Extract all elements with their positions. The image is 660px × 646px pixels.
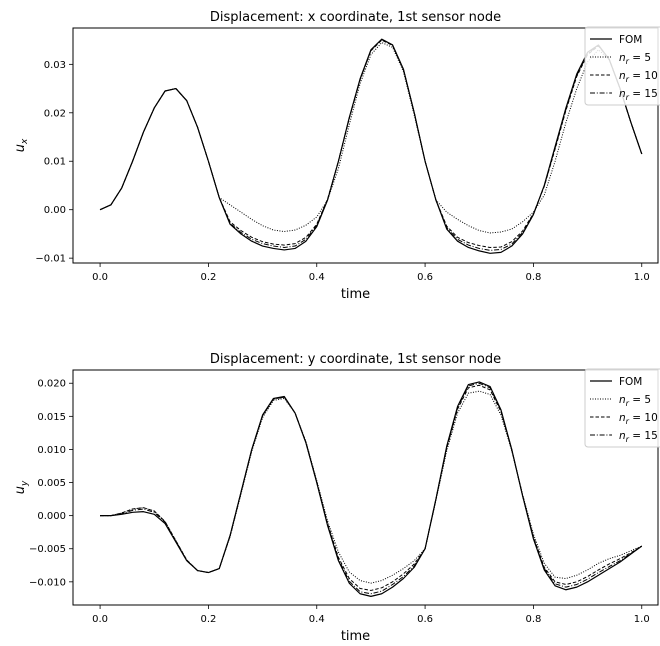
legend-entry-suffix: = 10 — [629, 70, 658, 82]
y-axis-label: uy — [13, 480, 30, 494]
x-tick-label: 0.4 — [309, 614, 325, 625]
series-line-nr-5 — [100, 390, 642, 584]
y-axis-label-main: u — [13, 144, 28, 152]
x-tick-label: 0.0 — [92, 272, 108, 283]
series-line-fom — [99, 38, 643, 254]
legend-entry-sub: r — [626, 417, 630, 426]
legend-entry-label: nr = 5 — [619, 394, 651, 408]
series-line-nr-10 — [99, 39, 643, 248]
legend-entry-label: nr = 10 — [619, 412, 658, 426]
legend-entry-suffix: = 5 — [629, 394, 651, 406]
y-tick-label: −0.01 — [35, 254, 66, 265]
svg-text:uy: uy — [13, 480, 30, 494]
svg-text:ux: ux — [13, 138, 30, 152]
legend-entry-sub: r — [626, 435, 630, 444]
x-tick-label: 0.6 — [417, 272, 433, 283]
y-tick-label: 0.020 — [37, 379, 66, 390]
chart-title: Displacement: y coordinate, 1st sensor n… — [210, 352, 501, 367]
x-axis-label: time — [341, 629, 370, 644]
x-tick-label: 0.2 — [200, 272, 216, 283]
legend-entry-main: n — [619, 394, 626, 406]
series-line-nr-10 — [100, 384, 643, 591]
series-line-fom — [100, 381, 643, 597]
x-tick-label: 0.8 — [525, 272, 541, 283]
legend-box — [584, 26, 660, 106]
legend-entry-label: nr = 5 — [619, 52, 651, 66]
axes-frame — [72, 27, 659, 264]
legend-entry-suffix: = 15 — [629, 88, 658, 100]
y-axis-label-sub: x — [20, 138, 30, 145]
x-tick-label: 1.0 — [634, 272, 650, 283]
legend-entry-main: n — [619, 430, 626, 442]
y-tick-label: 0.00 — [44, 205, 66, 216]
legend-entry-sub: r — [626, 75, 630, 84]
y-tick-label: −0.010 — [29, 577, 66, 588]
y-tick-label: 0.02 — [44, 108, 66, 119]
x-tick-label: 0.0 — [92, 614, 108, 625]
legend-entry-main: n — [619, 52, 626, 64]
x-axis-label: time — [341, 287, 370, 302]
y-axis-label: ux — [13, 138, 30, 152]
legend-entry-label: FOM — [619, 376, 642, 388]
series-line-nr-5 — [99, 42, 643, 234]
legend-entry-main: n — [619, 88, 626, 100]
y-axis-label-sub: y — [20, 480, 30, 487]
x-tick-label: 0.8 — [525, 614, 541, 625]
y-tick-label: 0.010 — [37, 445, 66, 456]
y-tick-label: 0.03 — [44, 60, 66, 71]
legend-entry-sub: r — [626, 93, 630, 102]
y-tick-label: −0.005 — [29, 544, 66, 555]
y-tick-label: 0.005 — [37, 478, 66, 489]
legend-entry-label: nr = 15 — [619, 88, 658, 102]
legend-entry-main: FOM — [619, 34, 642, 46]
series-line-nr-15 — [100, 382, 643, 595]
x-tick-label: 1.0 — [634, 614, 650, 625]
series-lines — [100, 381, 643, 597]
y-displacement-chart: 0.0 0.2 0.4 0.6 0.8 1.0 −0.010 −0.005 0.000 0.005… — [13, 352, 660, 644]
legend-entry-sub: r — [626, 57, 630, 66]
legend-entry-label: nr = 10 — [619, 70, 658, 84]
x-displacement-chart: 0.0 0.2 0.4 0.6 0.8 1.0 −0.01 0.00 0.01 0.02 0.03 D… — [13, 10, 660, 302]
legend-entry-main: n — [619, 412, 626, 424]
x-tick-label: 0.2 — [200, 614, 216, 625]
legend-entry-sub: r — [626, 399, 630, 408]
y-tick-label: 0.000 — [37, 511, 66, 522]
axes-frame — [72, 369, 659, 606]
chart-title: Displacement: x coordinate, 1st sensor n… — [210, 10, 501, 25]
legend-entry-label: nr = 15 — [619, 430, 658, 444]
legend-entry-label: FOM — [619, 34, 642, 46]
y-axis-label-main: u — [13, 486, 28, 494]
legend-box — [584, 368, 660, 448]
legend-entry-main: n — [619, 70, 626, 82]
legend-entry-suffix: = 10 — [629, 412, 658, 424]
x-tick-label: 0.4 — [309, 272, 325, 283]
x-tick-label: 0.6 — [417, 614, 433, 625]
legend-entry-suffix: = 5 — [629, 52, 651, 64]
series-lines — [99, 38, 643, 254]
legend-entry-suffix: = 15 — [629, 430, 658, 442]
y-tick-label: 0.01 — [44, 157, 66, 168]
series-line-nr-15 — [99, 39, 643, 251]
legend-entry-main: FOM — [619, 376, 642, 388]
y-tick-label: 0.015 — [37, 412, 66, 423]
